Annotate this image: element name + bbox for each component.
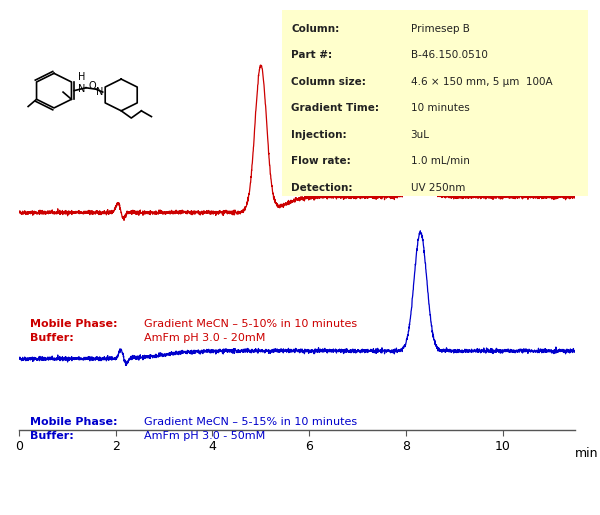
Text: B-46.150.0510: B-46.150.0510 (410, 50, 487, 60)
Text: Buffer:: Buffer: (30, 333, 74, 343)
Text: Mobile Phase:: Mobile Phase: (30, 319, 118, 329)
Text: Injection:: Injection: (291, 130, 347, 140)
Text: Mobile Phase:: Mobile Phase: (30, 417, 118, 427)
Text: 3uL: 3uL (410, 130, 430, 140)
Text: 1.0 mL/min: 1.0 mL/min (410, 156, 469, 166)
Text: Buffer:: Buffer: (30, 431, 74, 441)
Text: Detection:: Detection: (291, 183, 353, 193)
Text: Gradient MeCN – 5-15% in 10 minutes: Gradient MeCN – 5-15% in 10 minutes (144, 417, 357, 427)
Text: Primesep B: Primesep B (410, 24, 469, 34)
Text: Part #:: Part #: (291, 50, 332, 60)
Text: AmFm pH 3.0 - 20mM: AmFm pH 3.0 - 20mM (144, 333, 265, 343)
Text: Gradient MeCN – 5-10% in 10 minutes: Gradient MeCN – 5-10% in 10 minutes (144, 319, 357, 329)
Text: H
N: H N (78, 72, 85, 94)
Text: 4.6 × 150 mm, 5 μm  100A: 4.6 × 150 mm, 5 μm 100A (410, 77, 552, 87)
Text: Column:: Column: (291, 24, 340, 34)
Text: Gradient Time:: Gradient Time: (291, 104, 379, 113)
X-axis label: min: min (575, 447, 598, 459)
Text: UV 250nm: UV 250nm (410, 183, 465, 193)
Text: O: O (89, 81, 97, 91)
Text: 10 minutes: 10 minutes (410, 104, 469, 113)
Text: N: N (95, 87, 103, 97)
Text: AmFm pH 3.0 - 50mM: AmFm pH 3.0 - 50mM (144, 431, 265, 441)
Text: Column size:: Column size: (291, 77, 366, 87)
Text: Flow rate:: Flow rate: (291, 156, 351, 166)
